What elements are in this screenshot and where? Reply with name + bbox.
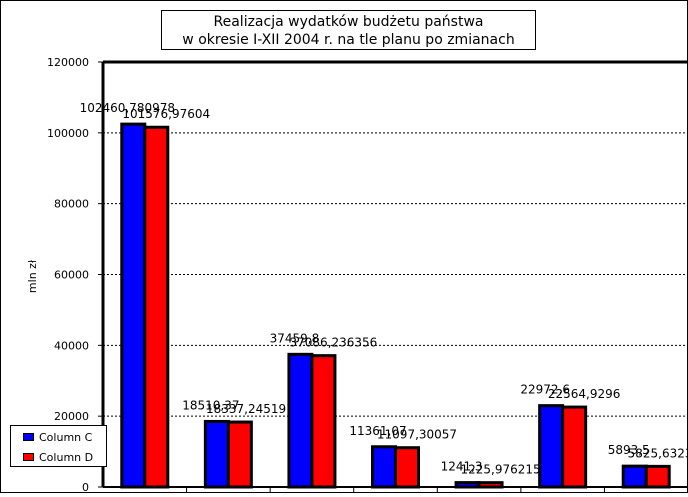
data-label: 11361,07 (349, 424, 406, 438)
data-label: 18337,245191 (206, 402, 294, 416)
data-label: 101576,97604 (122, 107, 210, 121)
y-tick-label: 80000 (54, 198, 89, 211)
bar (203, 419, 230, 489)
y-tick-label: 120000 (47, 56, 89, 69)
data-label: 102460,780978 (80, 101, 175, 115)
chart-title-line-1: Realizacja wydatków budżetu państwa (213, 14, 484, 30)
y-tick-label: 40000 (54, 339, 89, 352)
bar (310, 354, 337, 489)
bar (454, 481, 481, 489)
data-label: 22972,6 (520, 383, 570, 397)
y-axis-label: mln zł (26, 259, 40, 294)
legend-swatch-column-c (23, 433, 34, 441)
bar (394, 446, 420, 489)
chart-title: Realizacja wydatków budżetu państwa w ok… (161, 10, 536, 50)
legend-item-column-c: Column C (11, 428, 106, 446)
data-label: 18510,37 (182, 398, 239, 412)
y-tick-label: 20000 (54, 410, 89, 423)
bar (371, 445, 397, 489)
y-tick-label: 100000 (47, 127, 89, 140)
data-label: 22564,9296 (548, 387, 621, 401)
bar (226, 420, 253, 489)
legend-label-column-c: Column C (39, 430, 93, 444)
data-label: 37086,236356 (290, 336, 378, 350)
bar (561, 405, 588, 489)
data-label: 37459,8 (270, 331, 320, 345)
legend-swatch-column-d (23, 453, 34, 461)
bar (120, 122, 147, 489)
chart-title-line-2: w okresie I-XII 2004 r. na tle planu po … (182, 32, 515, 48)
data-label: 5825,632384 (628, 446, 688, 460)
bar (621, 464, 648, 489)
y-tick-label: 0 (82, 481, 89, 493)
bar (477, 481, 504, 489)
legend: Column C Column D (10, 425, 107, 467)
data-label: 11097,30057 (377, 428, 457, 442)
data-label: 1241,3 (441, 460, 483, 474)
bar (143, 125, 170, 489)
bar (538, 404, 565, 489)
data-label: 1225,976215 (460, 463, 540, 477)
legend-label-column-d: Column D (39, 450, 94, 464)
legend-item-column-d: Column D (11, 448, 106, 466)
data-label: 5893,5 (608, 443, 650, 457)
y-tick-label: 60000 (54, 269, 89, 282)
bar (644, 464, 671, 489)
bar (287, 352, 314, 489)
